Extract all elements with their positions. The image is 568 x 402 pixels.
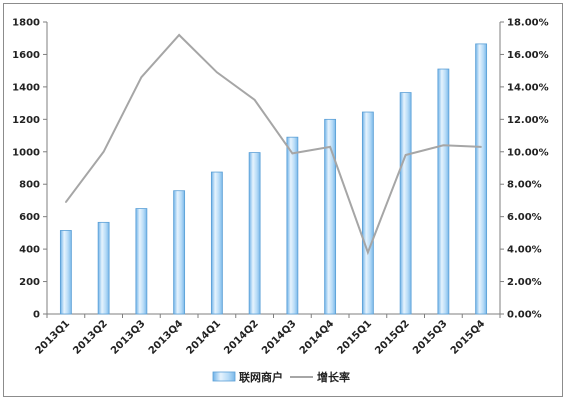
y2-tick-label: 18.00%: [507, 18, 549, 29]
y2-tick-label: 4.00%: [507, 245, 542, 256]
y2-tick-label: 12.00%: [507, 115, 549, 126]
y-tick-label: 0: [33, 310, 40, 321]
growth-point-2014Q2: [253, 99, 256, 101]
growth-point-2015Q1: [367, 251, 369, 254]
x-tick-label: 2014Q3: [260, 318, 298, 356]
growth-point-2013Q3: [140, 76, 143, 78]
y-tick-label: 200: [19, 277, 40, 288]
y2-tick-label: 8.00%: [507, 180, 542, 191]
y2-tick-label: 14.00%: [507, 82, 549, 93]
bar-2015Q4: [475, 43, 488, 315]
x-tick-label: 2015Q2: [373, 318, 411, 356]
growth-point-2015Q3: [442, 144, 445, 147]
y2-tick-label: 6.00%: [507, 212, 542, 223]
bar-2013Q4: [173, 190, 186, 315]
y-tick-label: 1600: [12, 50, 40, 61]
y2-tick-label: 10.00%: [507, 147, 549, 158]
bar-2015Q3: [437, 68, 450, 315]
y-tick-label: 1200: [12, 115, 40, 126]
growth-point-2013Q2: [102, 150, 105, 153]
x-tick-label: 2015Q3: [411, 318, 449, 356]
legend-label-line: 增长率: [317, 370, 350, 384]
x-tick-label: 2015Q1: [336, 318, 374, 356]
y2-tick-label: 16.00%: [507, 50, 549, 61]
growth-point-2014Q3: [291, 152, 294, 155]
y-tick-label: 1000: [12, 147, 40, 158]
growth-point-2015Q2: [404, 154, 407, 156]
x-tick-label: 2014Q4: [298, 318, 336, 356]
y2-tick-label: 2.00%: [507, 277, 542, 288]
x-tick-label: 2013Q1: [34, 318, 72, 356]
bar-2014Q1: [210, 171, 223, 315]
x-tick-label: 2013Q2: [71, 318, 109, 356]
chart-frame: [3, 3, 563, 397]
x-tick-label: 2014Q1: [185, 318, 223, 356]
growth-point-2013Q4: [178, 34, 180, 36]
bar-2015Q2: [399, 92, 412, 315]
bar-2015Q1: [361, 111, 374, 315]
y-tick-label: 1800: [12, 18, 40, 29]
bar-2014Q2: [248, 152, 261, 315]
bar-2014Q3: [286, 136, 299, 315]
bar-2013Q1: [59, 230, 72, 315]
x-tick-label: 2013Q3: [109, 318, 147, 356]
bar-2013Q3: [135, 208, 148, 315]
legend-label-bar: 联网商户: [239, 370, 283, 384]
growth-point-2014Q1: [216, 71, 218, 74]
growth-point-2013Q1: [65, 201, 67, 203]
x-tick-label: 2013Q4: [147, 318, 185, 356]
growth-point-2014Q4: [329, 146, 331, 148]
y-tick-label: 800: [19, 180, 40, 191]
growth-rate-line: [65, 33, 482, 256]
x-tick-label: 2014Q2: [222, 318, 260, 356]
y-tick-label: 1400: [12, 82, 40, 93]
growth-point-2015Q4: [480, 146, 482, 148]
y-tick-label: 600: [19, 212, 40, 223]
x-tick-label: 2015Q4: [449, 318, 487, 356]
legend-swatch-bar: [212, 371, 236, 382]
bar-2014Q4: [324, 118, 337, 315]
y-tick-label: 400: [19, 245, 40, 256]
bar-2013Q2: [97, 221, 110, 315]
y2-tick-label: 0.00%: [507, 310, 542, 321]
